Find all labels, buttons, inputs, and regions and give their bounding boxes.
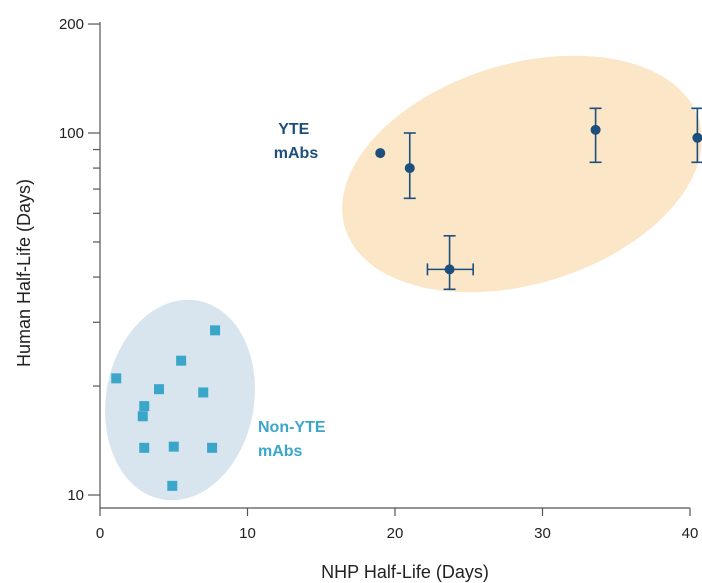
yte-annotation-line-2: mAbs	[274, 145, 319, 162]
x-tick-label: 0	[96, 525, 104, 542]
non-yte-data-point	[111, 373, 122, 384]
non-yte-data-point	[154, 384, 164, 395]
x-tick-label: 20	[387, 525, 404, 542]
y-tick-label: 100	[59, 125, 84, 142]
y-tick-label: 10	[67, 487, 84, 504]
non-yte-data-point	[137, 411, 148, 422]
non-yte-data-point	[207, 442, 218, 453]
axes: 0 10 20 30 40 10 100 200	[59, 16, 698, 542]
data-marks	[111, 107, 702, 491]
non-yte-annotation-line-2: mAbs	[258, 443, 303, 460]
yte-data-point	[590, 124, 601, 135]
y-axis-title: Human Half-Life (Days)	[14, 179, 34, 367]
non-yte-data-point	[198, 387, 209, 398]
non-yte-series	[111, 325, 221, 491]
yte-series	[375, 107, 702, 291]
non-yte-data-point	[139, 401, 150, 412]
x-tick-label: 40	[682, 525, 699, 542]
yte-data-point	[404, 163, 415, 174]
yte-data-point	[375, 148, 386, 159]
yte-data-point	[444, 264, 455, 275]
non-yte-data-point	[139, 442, 150, 453]
non-yte-data-point	[168, 441, 179, 452]
non-yte-data-point	[176, 355, 187, 366]
non-yte-annotation-line-1: Non-YTE	[258, 419, 326, 436]
yte-data-point	[692, 132, 702, 143]
x-tick-label: 30	[534, 525, 551, 542]
non-yte-annotation: Non-YTE mAbs	[258, 419, 330, 460]
y-axis-ticks: 10 100 200	[59, 16, 100, 504]
cluster-regions	[105, 55, 702, 501]
yte-annotation-line-1: YTE	[278, 121, 309, 138]
non-yte-data-point	[210, 325, 221, 336]
non-yte-cluster-region	[105, 299, 255, 501]
yte-annotation: YTE mAbs	[274, 121, 319, 162]
x-axis-ticks: 0 10 20 30 40	[96, 508, 699, 542]
yte-cluster-region	[342, 55, 702, 293]
x-axis-title: NHP Half-Life (Days)	[321, 562, 489, 582]
non-yte-data-point	[167, 480, 178, 491]
y-tick-label: 200	[59, 16, 84, 33]
annotations: YTE mAbs Non-YTE mAbs	[258, 121, 330, 460]
x-tick-label: 10	[239, 525, 256, 542]
